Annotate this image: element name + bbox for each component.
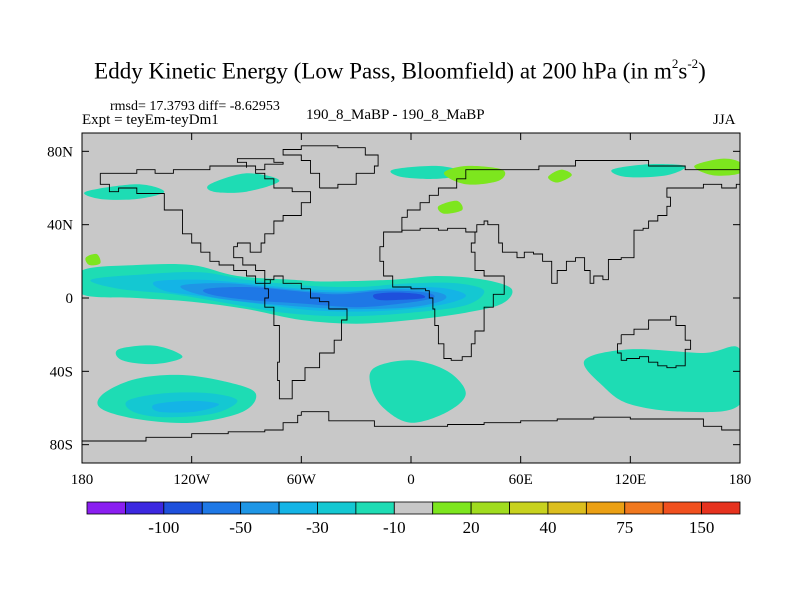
contour-region [369,360,466,423]
x-tick-label: 180 [71,472,94,488]
stats-label: rmsd= 17.3793 diff= -8.62953 [110,99,280,114]
colorbar-swatch [317,501,357,515]
colorbar-label: -50 [229,518,252,537]
coastline [236,158,284,171]
contour-region [694,158,740,176]
x-tick-label: 60W [287,472,317,488]
x-tick-label: 120E [614,472,646,488]
contour-region [443,165,506,185]
colorbar-swatch [432,501,472,515]
contour-layer [82,158,740,424]
colorbar [86,501,741,515]
colorbar-swatch [201,501,242,515]
coastline [301,411,740,436]
contour-region [85,253,101,266]
experiment-label: Expt = teyEm-teyDm1 [82,112,219,128]
contour-region [202,286,435,308]
contour-region [373,292,426,301]
colorbar-label: -30 [306,518,329,537]
coastline [82,411,302,442]
contour-region [84,184,165,200]
colorbar-label: -100 [148,518,180,537]
colorbar-label: 150 [688,518,715,537]
colorbar-swatch [278,501,318,515]
contour-region [207,173,280,193]
colorbar-swatch [547,501,587,515]
x-tick-label: 0 [407,472,415,488]
x-tick-label: 180 [729,472,752,488]
colorbar-label: 20 [462,518,480,537]
y-tick-label: 40N [47,218,73,234]
chart-title: Eddy Kinetic Energy (Low Pass, Bloomfiel… [94,56,706,84]
colorbar-swatch [470,501,510,515]
contour-region [583,346,740,413]
y-tick-label: 0 [66,291,74,307]
contour-region [548,169,572,183]
colorbar-swatch [509,501,549,515]
colorbar-swatch [240,501,280,515]
coastline [392,160,740,233]
contour-region [115,345,183,365]
colorbar-label: 75 [616,518,634,537]
y-tick-label: 80S [50,438,73,454]
colorbar-label: -10 [382,518,406,537]
colorbar-swatch [662,501,702,515]
coastline [99,165,348,400]
colorbar-label: 40 [539,518,557,537]
colorbar-swatch [393,501,434,515]
contour-region [611,163,686,178]
colorbar-swatch [624,501,664,515]
colorbar-swatch [701,501,741,515]
colorbar-swatch [585,501,626,515]
colorbar-swatch [355,501,395,515]
y-tick-label: 80N [47,144,73,160]
x-tick-label: 120W [173,472,211,488]
coastline-layer [82,145,740,442]
contour-region [437,200,463,214]
colorbar-swatch [163,501,203,515]
x-tick-label: 60E [509,472,533,488]
comparison-label: 190_8_MaBP - 190_8_MaBP [306,107,485,123]
coastline [617,315,692,369]
coastline [379,227,505,361]
contour-region [152,400,220,413]
coastline [475,180,740,284]
colorbar-swatch [125,501,165,515]
coastline [282,145,379,189]
colorbar-swatch [86,501,126,515]
axes: 180 120W 60W 0 60E 120E 180 80N 40N 0 40S 80S [47,133,751,488]
season-label: JJA [713,112,736,128]
y-tick-label: 40S [50,364,73,380]
